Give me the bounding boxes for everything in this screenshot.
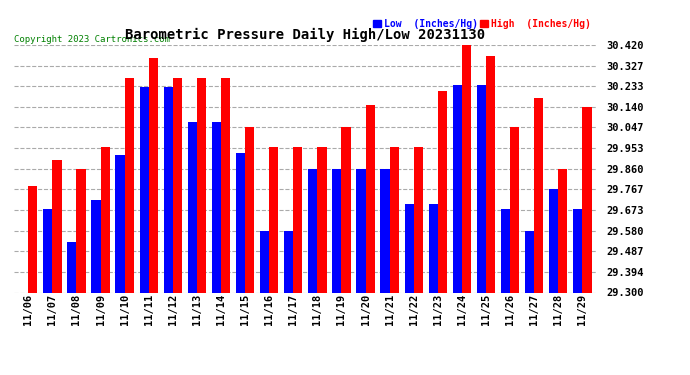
Bar [28,186,37,292]
Bar [91,200,101,292]
Bar [525,231,534,292]
Bar [510,127,520,292]
Bar [269,147,278,292]
Bar [380,169,390,292]
Bar [414,147,423,292]
Bar [342,127,351,292]
Bar [486,56,495,292]
Bar [197,78,206,292]
Bar [582,107,591,292]
Bar [462,45,471,292]
Bar [438,92,447,292]
Bar [333,169,342,292]
Bar [534,98,543,292]
Bar [317,147,326,292]
Bar [149,58,158,292]
Bar [188,122,197,292]
Bar [172,78,182,292]
Bar [366,105,375,292]
Bar [115,156,125,292]
Bar [293,147,302,292]
Bar [221,78,230,292]
Bar [549,189,558,292]
Bar [573,209,582,292]
Bar [125,78,134,292]
Bar [308,169,317,292]
Bar [404,204,414,292]
Legend: Low  (Inches/Hg), High  (Inches/Hg): Low (Inches/Hg), High (Inches/Hg) [372,18,592,30]
Bar [260,231,269,292]
Bar [236,153,245,292]
Bar [245,127,254,292]
Bar [357,169,366,292]
Bar [68,242,77,292]
Bar [43,209,52,292]
Bar [212,122,221,292]
Bar [284,231,293,292]
Bar [139,87,149,292]
Title: Barometric Pressure Daily High/Low 20231130: Barometric Pressure Daily High/Low 20231… [126,28,485,42]
Bar [52,160,61,292]
Bar [558,169,567,292]
Bar [477,85,486,292]
Bar [453,85,462,292]
Bar [501,209,510,292]
Text: Copyright 2023 Cartronics.com: Copyright 2023 Cartronics.com [14,35,170,44]
Bar [77,169,86,292]
Bar [428,204,438,292]
Bar [164,87,172,292]
Bar [390,147,399,292]
Bar [101,147,110,292]
